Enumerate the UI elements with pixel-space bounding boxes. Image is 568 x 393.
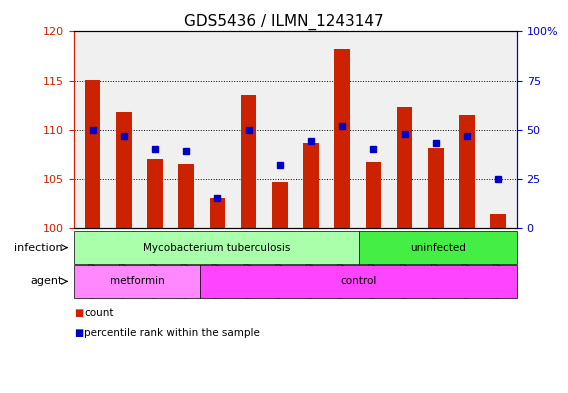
Text: GDS5436 / ILMN_1243147: GDS5436 / ILMN_1243147 [184, 14, 384, 30]
Text: count: count [84, 308, 114, 318]
Bar [210, 198, 225, 228]
Bar [459, 115, 475, 228]
Text: uninfected: uninfected [410, 242, 466, 253]
Bar [428, 149, 444, 228]
Text: infection: infection [14, 242, 62, 253]
Bar [490, 214, 506, 228]
Bar [85, 80, 101, 228]
Bar [116, 112, 132, 228]
Bar [366, 162, 381, 228]
Bar [303, 143, 319, 228]
Text: percentile rank within the sample: percentile rank within the sample [84, 328, 260, 338]
Text: metformin: metformin [110, 276, 165, 286]
Bar [272, 182, 287, 228]
Text: Mycobacterium tuberculosis: Mycobacterium tuberculosis [143, 242, 290, 253]
Text: ■: ■ [74, 308, 83, 318]
Text: control: control [340, 276, 377, 286]
Text: agent: agent [30, 276, 62, 286]
Bar [335, 49, 350, 228]
Text: ■: ■ [74, 328, 83, 338]
Bar [178, 164, 194, 228]
Bar [397, 107, 412, 228]
Bar [241, 95, 256, 228]
Bar [147, 159, 163, 228]
